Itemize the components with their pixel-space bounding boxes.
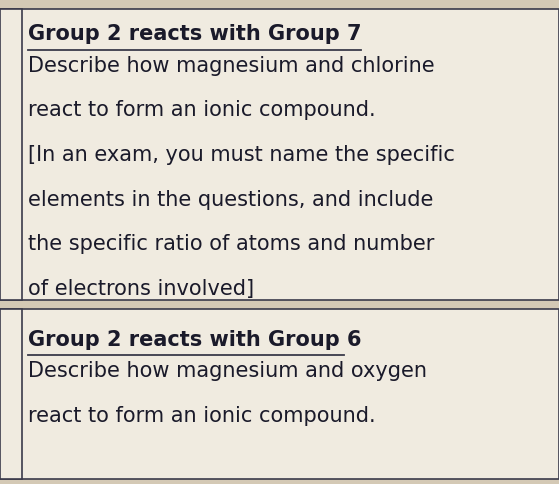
Text: of electrons involved]: of electrons involved] xyxy=(28,278,254,298)
Text: Group 2 reacts with Group 7: Group 2 reacts with Group 7 xyxy=(28,24,362,44)
Text: Describe how magnesium and chlorine: Describe how magnesium and chlorine xyxy=(28,56,434,76)
Text: react to form an ionic compound.: react to form an ionic compound. xyxy=(28,405,376,425)
Bar xyxy=(0,310,559,479)
Text: [In an exam, you must name the specific: [In an exam, you must name the specific xyxy=(28,145,455,165)
Text: Describe how magnesium and oxygen: Describe how magnesium and oxygen xyxy=(28,361,427,380)
Bar xyxy=(0,10,559,300)
Text: react to form an ionic compound.: react to form an ionic compound. xyxy=(28,100,376,120)
Bar xyxy=(0,310,22,479)
Text: the specific ratio of atoms and number: the specific ratio of atoms and number xyxy=(28,234,434,254)
Text: elements in the questions, and include: elements in the questions, and include xyxy=(28,189,433,209)
Bar xyxy=(0,10,22,300)
Text: Group 2 reacts with Group 6: Group 2 reacts with Group 6 xyxy=(28,329,362,349)
